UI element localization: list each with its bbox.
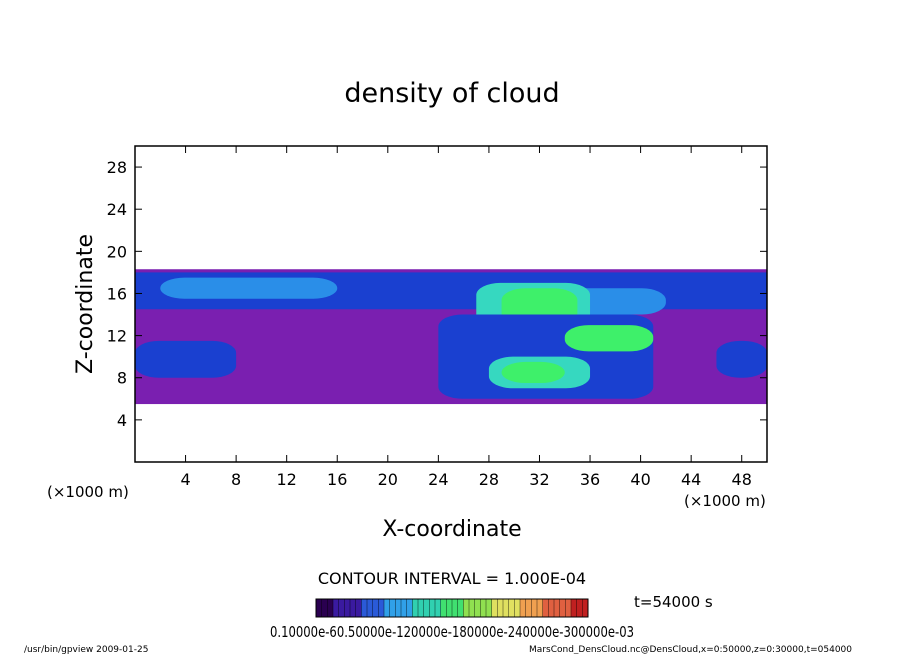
x-unit-right: (×1000 m) bbox=[684, 492, 766, 510]
colorbar-frame bbox=[315, 598, 589, 618]
colorbar-cell bbox=[463, 599, 470, 617]
colorbar-cell bbox=[378, 599, 385, 617]
x-tick-label: 40 bbox=[630, 470, 650, 489]
x-axis-label: X-coordinate bbox=[382, 517, 521, 542]
footer-program: /usr/bin/gpview 2009-01-25 bbox=[24, 645, 148, 654]
chart-title: density of cloud bbox=[344, 78, 559, 109]
colorbar-cell bbox=[576, 599, 583, 617]
cloud-region-cloud_mid bbox=[716, 340, 767, 378]
colorbar-cell bbox=[548, 599, 555, 617]
colorbar-labels: 0.10000e-60.50000e-120000e-180000e-24000… bbox=[270, 623, 634, 641]
colorbar-cell bbox=[525, 599, 532, 617]
cloud-region-cloud_peak bbox=[501, 361, 565, 383]
colorbar-cell bbox=[559, 599, 566, 617]
colorbar-cell bbox=[350, 599, 357, 617]
plot-frame bbox=[134, 145, 768, 463]
colorbar-cell bbox=[372, 599, 379, 617]
y-tick-label: 28 bbox=[107, 158, 127, 177]
colorbar-cell bbox=[452, 599, 459, 617]
x-tick-label: 28 bbox=[479, 470, 499, 489]
colorbar-cell bbox=[582, 599, 589, 617]
x-tick-label: 32 bbox=[529, 470, 549, 489]
colorbar-cell bbox=[446, 599, 453, 617]
x-tick-label: 8 bbox=[231, 470, 241, 489]
colorbar-cell bbox=[497, 599, 504, 617]
x-tick-label: 12 bbox=[277, 470, 297, 489]
colorbar-cell bbox=[384, 599, 391, 617]
colorbar-cell bbox=[435, 599, 442, 617]
colorbar-cell bbox=[333, 599, 340, 617]
colorbar-cell bbox=[361, 599, 368, 617]
colorbar-cell bbox=[423, 599, 430, 617]
colorbar-cell bbox=[440, 599, 447, 617]
colorbar-cell bbox=[469, 599, 476, 617]
colorbar-cell bbox=[531, 599, 538, 617]
time-label: t=54000 s bbox=[634, 593, 713, 611]
colorbar-cell bbox=[327, 599, 334, 617]
colorbar-cell bbox=[503, 599, 510, 617]
colorbar-cell bbox=[395, 599, 402, 617]
colorbar-cell bbox=[367, 599, 374, 617]
y-tick-label: 24 bbox=[107, 200, 127, 219]
y-tick-label: 16 bbox=[107, 284, 127, 303]
colorbar-cell bbox=[429, 599, 436, 617]
x-tick-label: 16 bbox=[327, 470, 347, 489]
colorbar-cell bbox=[491, 599, 498, 617]
y-ticks: 4 8 12 16 20 24 28 bbox=[107, 158, 767, 430]
colorbar-cell bbox=[554, 599, 561, 617]
x-tick-label: 48 bbox=[732, 470, 752, 489]
colorbar-cell bbox=[508, 599, 515, 617]
footer-source: MarsCond_DensCloud.nc@DensCloud,x=0:5000… bbox=[529, 645, 852, 654]
y-tick-label: 8 bbox=[117, 369, 127, 388]
colorbar-cell bbox=[542, 599, 549, 617]
x-tick-label: 36 bbox=[580, 470, 600, 489]
colorbar-cell bbox=[486, 599, 493, 617]
colorbar-cell bbox=[457, 599, 464, 617]
colorbar-cell bbox=[316, 599, 323, 617]
cloud-region-cloud_peak bbox=[564, 325, 654, 352]
x-tick-label: 44 bbox=[681, 470, 701, 489]
colorbar-cell bbox=[514, 599, 521, 617]
x-unit-left: (×1000 m) bbox=[47, 483, 129, 501]
cloud-region-cloud_midhigh bbox=[160, 277, 338, 299]
colorbar-cell bbox=[355, 599, 362, 617]
colorbar-cell bbox=[401, 599, 408, 617]
colorbar-cell bbox=[571, 599, 578, 617]
colorbar-cell bbox=[565, 599, 572, 617]
x-ticks: 4 8 12 16 20 24 28 32 36 40 44 48 bbox=[180, 146, 752, 489]
y-tick-label: 12 bbox=[107, 327, 127, 346]
y-axis-label: Z-coordinate bbox=[73, 234, 98, 374]
colorbar-cell bbox=[344, 599, 351, 617]
y-tick-label: 4 bbox=[117, 411, 127, 430]
x-tick-label: 20 bbox=[378, 470, 398, 489]
colorbar-cell bbox=[480, 599, 487, 617]
colorbar-cell bbox=[418, 599, 425, 617]
colorbar-cell bbox=[412, 599, 419, 617]
colorbar-cell bbox=[338, 599, 345, 617]
contour-interval: CONTOUR INTERVAL = 1.000E-04 bbox=[318, 569, 586, 588]
y-tick-label: 20 bbox=[107, 242, 127, 261]
x-tick-label: 4 bbox=[180, 470, 190, 489]
colorbar-cell bbox=[474, 599, 481, 617]
colorbar-cell bbox=[520, 599, 527, 617]
colorbar-cell bbox=[321, 599, 328, 617]
colorbar-cell bbox=[406, 599, 413, 617]
colorbar bbox=[315, 599, 589, 617]
cloud-field bbox=[135, 269, 767, 405]
cloud-region-cloud_mid bbox=[135, 340, 237, 378]
x-tick-label: 24 bbox=[428, 470, 448, 489]
colorbar-cell bbox=[389, 599, 396, 617]
colorbar-cell bbox=[537, 599, 544, 617]
